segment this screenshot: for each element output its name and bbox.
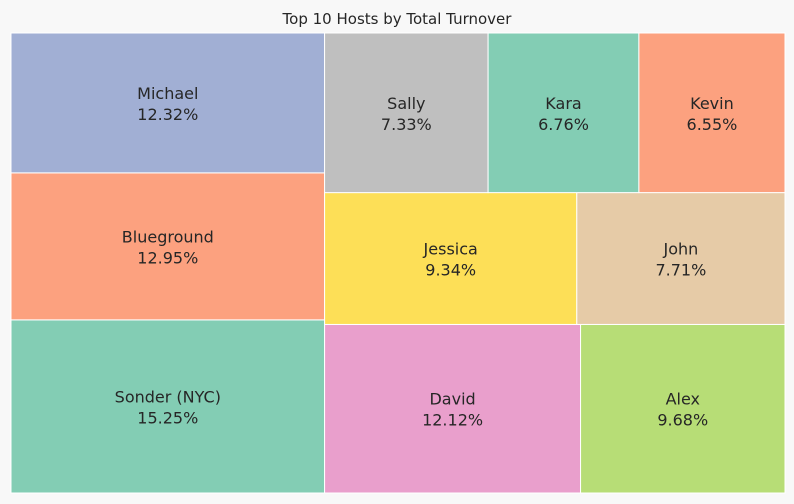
tile-percent-kevin: 6.55%	[687, 115, 738, 134]
chart-title: Top 10 Hosts by Total Turnover	[282, 10, 513, 28]
tile-name-sonder-nyc: Sonder (NYC)	[115, 387, 221, 406]
tile-percent-alex: 9.68%	[657, 411, 708, 430]
tile-sonder-nyc	[10, 319, 326, 494]
tile-name-john: John	[663, 240, 699, 259]
tile-kevin	[638, 32, 786, 194]
treemap-tiles: Sonder (NYC) 15.25% Blueground 12.95% Michae…	[10, 32, 786, 494]
tile-name-jessica: Jessica	[423, 240, 478, 259]
tile-jessica	[324, 192, 578, 325]
tile-michael	[10, 32, 326, 174]
tile-blueground	[10, 172, 326, 321]
tile-name-sally: Sally	[387, 94, 425, 113]
tile-name-david: David	[429, 390, 475, 409]
tile-name-alex: Alex	[666, 390, 700, 409]
tile-sally	[324, 32, 489, 194]
tile-percent-kara: 6.76%	[538, 115, 589, 134]
tile-percent-jessica: 9.34%	[425, 261, 476, 280]
tile-percent-david: 12.12%	[422, 411, 483, 430]
tile-john	[576, 192, 786, 325]
tile-name-michael: Michael	[137, 84, 198, 103]
tile-david	[324, 323, 582, 494]
tile-percent-john: 7.71%	[655, 261, 706, 280]
tile-name-kevin: Kevin	[690, 94, 734, 113]
tile-alex	[580, 323, 786, 494]
tile-name-blueground: Blueground	[122, 227, 214, 246]
tile-percent-michael: 12.32%	[137, 105, 198, 124]
tile-name-kara: Kara	[545, 94, 581, 113]
tile-kara	[487, 32, 640, 194]
tile-percent-sonder-nyc: 15.25%	[137, 408, 198, 427]
tile-percent-sally: 7.33%	[381, 115, 432, 134]
tile-percent-blueground: 12.95%	[137, 248, 198, 267]
